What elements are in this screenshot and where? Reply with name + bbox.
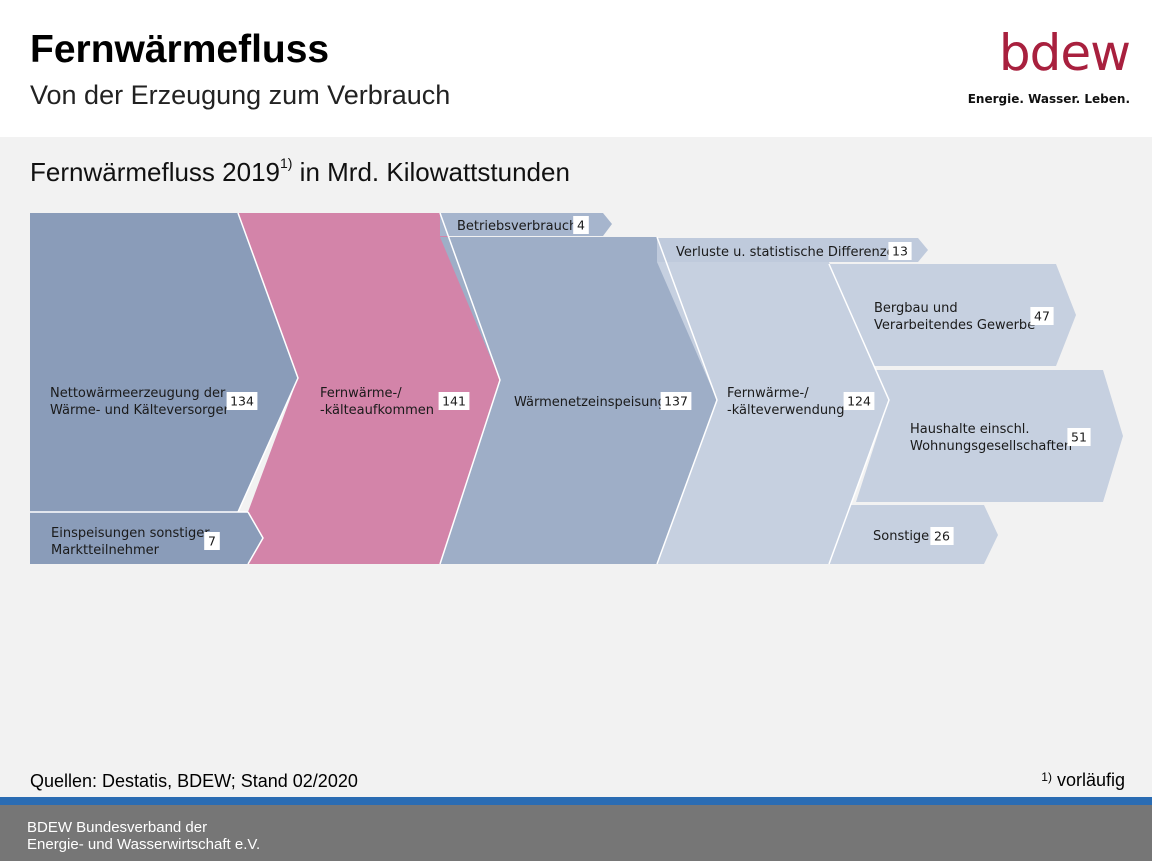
sankey-label-einspeisungen: Einspeisungen sonstiger Marktteilnehmer (51, 526, 210, 558)
footer-org-line-1: BDEW Bundesverband der (27, 819, 208, 836)
sankey-value-box-nettoerzeugung (226, 392, 258, 410)
sankey-value-box-verwendung (843, 392, 875, 410)
chart-heading-unit: in Mrd. Kilowattstunden (292, 157, 570, 187)
sankey-value-verluste: 13 (892, 244, 908, 259)
sankey-label-waermenetz: Wärmenetzeinspeisung (514, 395, 666, 410)
sources-note: Quellen: Destatis, BDEW; Stand 02/2020 (30, 771, 358, 791)
sankey-node-einspeisungen-shape (30, 512, 263, 564)
chart-heading: Fernwärmefluss 20191) in Mrd. Kilowattst… (30, 155, 570, 188)
sankey-value-bergbau: 47 (1034, 309, 1050, 324)
page-subtitle: Von der Erzeugung zum Verbrauch (30, 80, 451, 110)
sankey-node-sonstige-shape (829, 505, 998, 564)
sankey-node-verwendung-shape (657, 262, 889, 564)
bdew-logo: bdew Energie. Wasser. Leben. (968, 28, 1131, 109)
footer: BDEW Bundesverband der Energie- und Wass… (0, 805, 1152, 861)
sankey-separator (439, 212, 501, 565)
sankey-separator (237, 212, 299, 513)
footer-accent-bar (0, 797, 1152, 805)
sankey-value-box-bergbau (1030, 307, 1054, 325)
sankey-label-verwendung: Fernwärme-/-kälteverwendung (727, 386, 845, 418)
sankey-separator (247, 511, 264, 565)
sankey-value-box-sonstige (930, 527, 954, 545)
sankey-value-betriebsverbrauch: 4 (577, 218, 585, 233)
sankey-label-aufkommen: Fernwärme-/-kälteaufkommen (320, 386, 434, 418)
sankey-node-bergbau-shape (829, 264, 1076, 366)
sankey-value-box-einspeisungen (204, 532, 220, 550)
sankey-separator (828, 263, 890, 565)
sankey-node-nettoerzeugung-shape (30, 213, 298, 512)
footnote: 1) vorläufig (1041, 770, 1125, 791)
chart-heading-text: Fernwärmefluss 2019 (30, 157, 280, 187)
sankey-label-verluste: Verluste u. statistische Differenzen (676, 245, 903, 260)
chart-heading-footnote-marker: 1) (280, 155, 293, 171)
logo-tagline: Energie. Wasser. Leben. (967, 92, 1130, 106)
sankey-node-betriebsverbrauch-shape (440, 213, 612, 236)
sankey-label-haushalte: Haushalte einschl. Wohnungsgesellschaften (910, 422, 1072, 454)
sankey-diagram: Nettowärmeerzeugung der Wärme- und Kältev… (30, 212, 1123, 565)
sankey-label-nettoerzeugung: Nettowärmeerzeugung der Wärme- und Kältev… (50, 386, 230, 418)
sankey-value-einspeisungen: 7 (208, 534, 216, 549)
footer-organization: BDEW Bundesverband der Energie- und Wass… (27, 819, 260, 853)
header: Fernwärmefluss Von der Erzeugung zum Ver… (0, 0, 1152, 137)
sankey-node-aufkommen-shape (238, 213, 500, 564)
sankey-label-sonstige: Sonstige (873, 529, 929, 544)
footer-org-line-2: Energie- und Wasserwirtschaft e.V. (27, 836, 261, 853)
sankey-value-box-waermenetz (660, 392, 692, 410)
sankey-node-haushalte-shape (856, 370, 1123, 502)
sankey-node-waermenetz-shape (440, 237, 717, 564)
sankey-label-bergbau: Bergbau und Verarbeitendes Gewerbe (874, 301, 1035, 333)
footnote-text: vorläufig (1051, 770, 1125, 790)
sankey-node-verluste-shape (657, 238, 928, 262)
page-title: Fernwärmefluss (30, 28, 330, 71)
sankey-value-verwendung: 124 (847, 394, 871, 409)
sankey-separator (656, 236, 718, 565)
sankey-value-box-aufkommen (438, 392, 470, 410)
sankey-value-nettoerzeugung: 134 (230, 394, 254, 409)
footnote-marker: 1) (1041, 770, 1052, 784)
logo-wordmark: bdew (998, 24, 1131, 82)
sankey-value-waermenetz: 137 (664, 394, 688, 409)
sankey-label-betriebsverbrauch: Betriebsverbrauch (457, 219, 577, 234)
sankey-value-box-verluste (888, 242, 912, 260)
sankey-value-sonstige: 26 (934, 529, 950, 544)
sankey-value-haushalte: 51 (1071, 430, 1087, 445)
sankey-value-box-haushalte (1067, 428, 1091, 446)
sankey-value-box-betriebsverbrauch (573, 216, 589, 234)
sankey-value-aufkommen: 141 (442, 394, 466, 409)
